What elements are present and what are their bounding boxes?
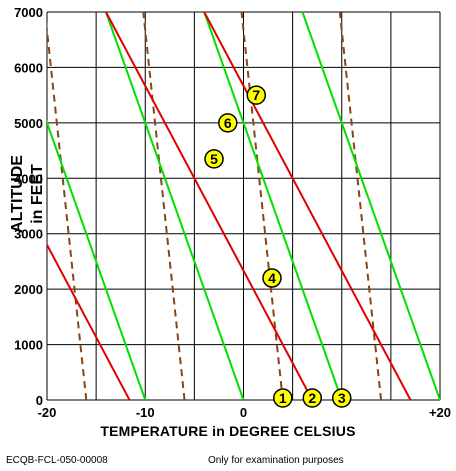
marker-circle <box>273 388 293 408</box>
red-line <box>105 12 314 400</box>
dashed-line <box>47 21 88 400</box>
tick-labels: 0 1000 2000 3000 4000 5000 6000 7000 -20 -10 0 +20 <box>14 5 451 420</box>
dashed-line <box>240 12 284 400</box>
marker-label: 2 <box>308 390 316 406</box>
marker-label: 5 <box>210 151 218 167</box>
y-tick-label: 7000 <box>14 5 43 20</box>
data-lines <box>47 12 440 400</box>
green-line <box>47 119 147 400</box>
green-line <box>203 12 343 400</box>
dashed-line <box>142 12 186 400</box>
grid <box>46 11 441 401</box>
marker-6: 6 <box>218 113 238 133</box>
x-axis-label: TEMPERATURE in DEGREE CELSIUS <box>100 423 356 439</box>
y-axis-label: ALTITUDE in FEET <box>2 84 52 304</box>
x-tick-label: -10 <box>136 405 155 420</box>
x-tick-label: -20 <box>38 405 57 420</box>
x-tick-label: +20 <box>429 405 451 420</box>
y-tick-label: 3000 <box>14 227 43 242</box>
marker-circle <box>332 388 352 408</box>
y-tick-label: 5000 <box>14 116 43 131</box>
marker-label: 3 <box>338 390 346 406</box>
y-tick-label: 6000 <box>14 60 43 75</box>
footer-note: Only for examination purposes <box>208 455 344 466</box>
marker-circle <box>302 388 323 408</box>
x-tick-label: 0 <box>240 405 247 420</box>
marker-7: 7 <box>246 85 267 105</box>
marker-4: 4 <box>262 268 282 288</box>
marker-label: 4 <box>268 270 276 286</box>
y-tick-label: 4000 <box>14 171 43 186</box>
y-axis-label-svg: ALTITUDE in FEET <box>9 155 46 233</box>
y-tick-label: 1000 <box>14 338 43 353</box>
marker-circle <box>218 113 238 133</box>
marker-5: 5 <box>204 149 224 169</box>
dashed-line <box>338 12 383 400</box>
y-tick-label: 2000 <box>14 282 43 297</box>
marker-1: 1 <box>273 388 293 408</box>
marker-2: 2 <box>302 388 323 408</box>
green-line <box>301 12 440 400</box>
red-line <box>47 242 131 400</box>
marker-label: 6 <box>224 115 232 131</box>
green-line <box>105 12 245 400</box>
markers: 1 2 3 4 5 6 7 <box>204 85 352 408</box>
marker-label: 1 <box>279 390 287 406</box>
y-tick-label: 0 <box>36 393 43 408</box>
marker-3: 3 <box>332 388 352 408</box>
footer-code: ECQB-FCL-050-00008 <box>6 455 108 466</box>
y-axis-label-line1: ALTITUDE <box>9 155 26 233</box>
marker-label: 7 <box>252 87 260 103</box>
y-axis-label-line2: in FEET <box>29 164 46 224</box>
red-line <box>203 12 412 400</box>
marker-circle <box>262 268 282 288</box>
marker-circle <box>246 85 267 105</box>
marker-circle <box>204 149 224 169</box>
